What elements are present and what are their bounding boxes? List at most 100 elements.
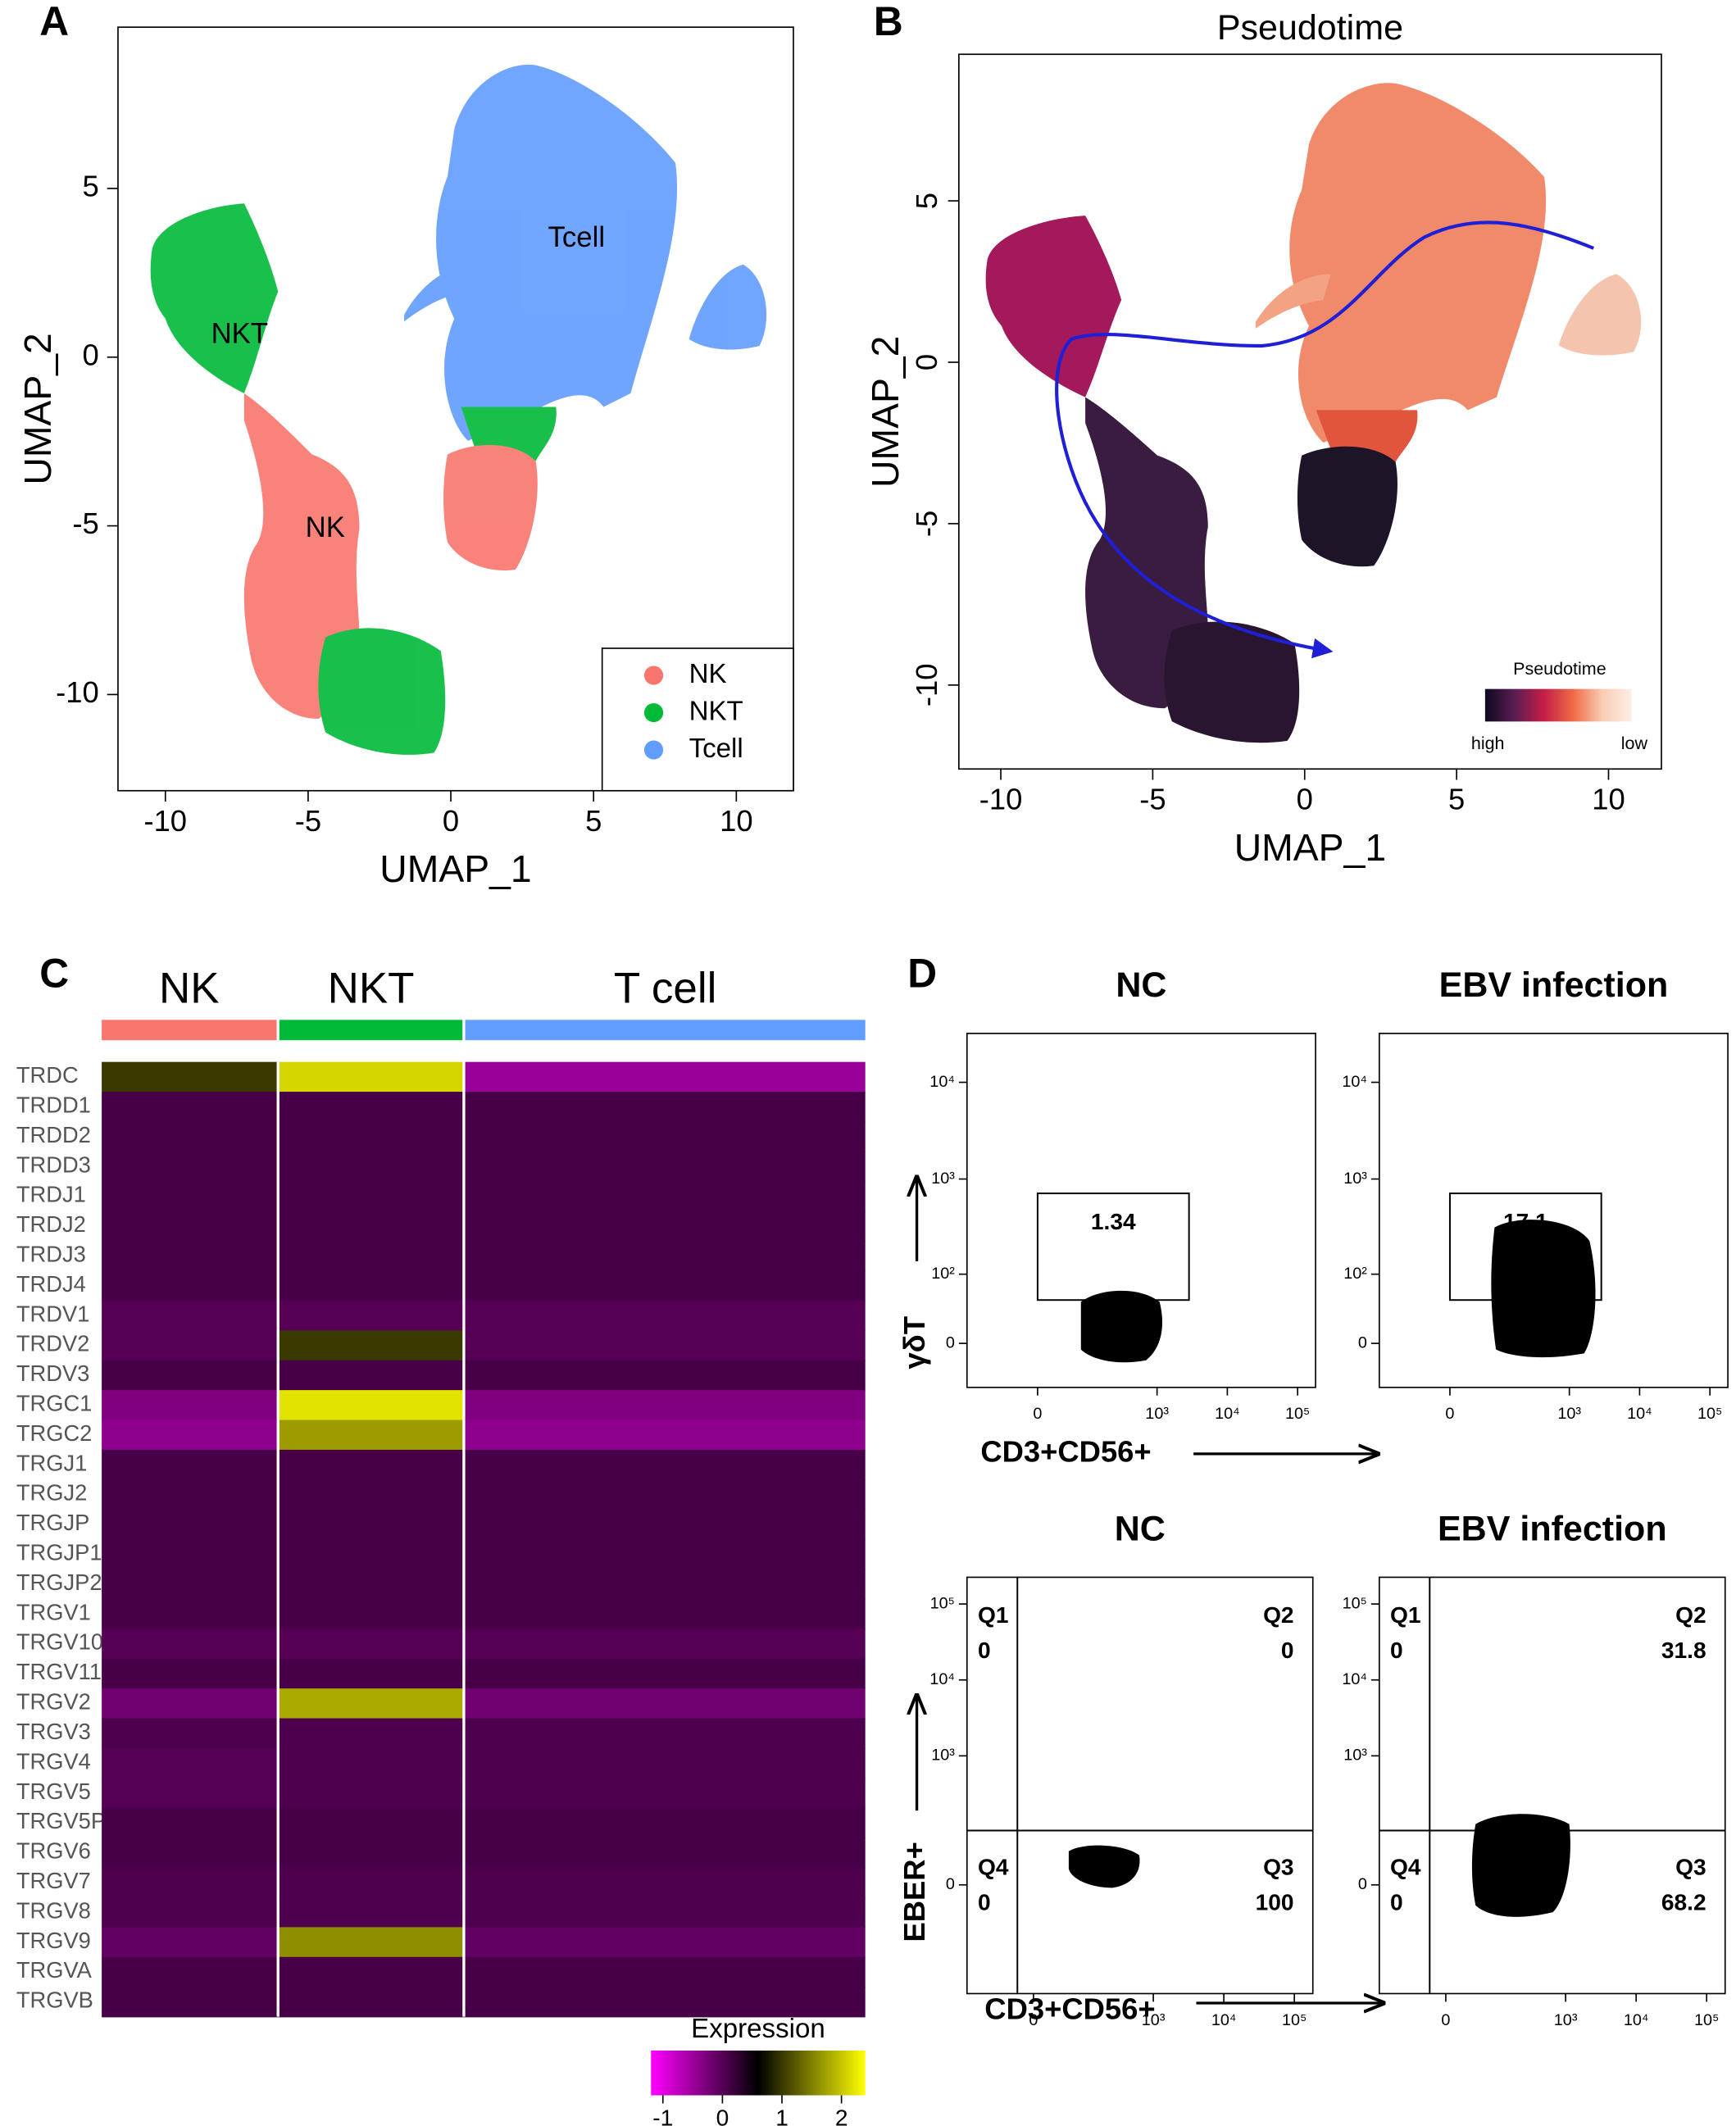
row-label: TRDV1 xyxy=(16,1301,90,1326)
heatmap-cell xyxy=(279,1479,466,1510)
panel-label: B xyxy=(874,0,903,44)
y-tick-label: 10⁴ xyxy=(929,1670,955,1688)
heatmap-cell xyxy=(465,1360,866,1391)
heatmap-cell xyxy=(465,1211,866,1242)
heatmap-cell xyxy=(279,1956,466,1988)
y-tick-label: 10² xyxy=(931,1265,955,1283)
row-label: TRGV3 xyxy=(16,1719,91,1744)
cluster xyxy=(443,444,538,571)
colorbar xyxy=(651,2050,866,2096)
y-tick-label: -10 xyxy=(56,675,99,709)
row-label: TRGC2 xyxy=(16,1420,93,1446)
quadrant-name: Q3 xyxy=(1675,1855,1706,1880)
heatmap-cell xyxy=(102,1181,279,1212)
chart-title: NC xyxy=(1116,965,1166,1005)
chart-title: EBV infection xyxy=(1439,965,1669,1005)
heatmap-cell xyxy=(102,1747,279,1779)
y-axis-label: γδT xyxy=(898,1316,931,1370)
quadrant-value: 0 xyxy=(978,1638,991,1663)
heatmap-cell xyxy=(465,1121,866,1152)
heatmap-cell xyxy=(102,1270,279,1301)
heatmap-cell xyxy=(465,1061,866,1093)
heatmap-cell xyxy=(465,1629,866,1660)
x-tick-label: 0 xyxy=(1297,783,1313,816)
heatmap-cell xyxy=(279,1360,466,1391)
legend-label: Tcell xyxy=(689,734,743,764)
x-tick-label: 10⁵ xyxy=(1282,2011,1307,2029)
heatmap-cell xyxy=(279,1509,466,1540)
quadrant-value: 0 xyxy=(1390,1890,1403,1915)
heatmap-cell xyxy=(279,1181,466,1212)
heatmap-cell xyxy=(465,1092,866,1123)
x-tick-label: 0 xyxy=(1033,1405,1042,1423)
row-label: TRDV3 xyxy=(16,1361,90,1386)
heatmap-cell xyxy=(279,1629,466,1660)
heatmap-cell xyxy=(102,1867,279,1898)
quadrant-value: 0 xyxy=(978,1890,991,1915)
heatmap-cell xyxy=(102,1121,279,1152)
heatmap-cell xyxy=(102,1479,279,1510)
x-tick-label: 10 xyxy=(1592,783,1625,816)
x-tick-label: 10⁴ xyxy=(1211,2011,1237,2029)
heatmap-cell xyxy=(465,1390,866,1421)
group-bar xyxy=(279,1020,463,1041)
row-label: TRGV1 xyxy=(16,1599,91,1624)
heatmap-cell xyxy=(279,1211,466,1242)
heatmap-cell xyxy=(465,1778,866,1809)
y-tick-label: -5 xyxy=(910,511,943,537)
x-tick-label: 10³ xyxy=(1142,2011,1166,2029)
cluster-label: Tcell xyxy=(548,222,606,253)
quadrant-value: 0 xyxy=(1281,1638,1294,1663)
heatmap-cell xyxy=(279,1330,466,1361)
row-label: TRGV2 xyxy=(16,1689,91,1715)
y-tick-label: 10³ xyxy=(1343,1747,1367,1765)
heatmap-cell xyxy=(102,1330,279,1361)
heatmap-cell xyxy=(102,1718,279,1749)
heatmap-cell xyxy=(102,1987,279,2018)
heatmap-cell xyxy=(102,1956,279,1988)
event-cloud xyxy=(1080,1290,1163,1363)
quadrant-value: 68.2 xyxy=(1661,1890,1706,1915)
y-tick-label: 10³ xyxy=(931,1747,955,1765)
row-label: TRGVA xyxy=(16,1957,93,1983)
y-tick-label: 0 xyxy=(946,1333,955,1351)
colorbar-title: Pseudotime xyxy=(1513,659,1606,679)
heatmap-cell xyxy=(102,1360,279,1391)
chart-title: Pseudotime xyxy=(1217,8,1403,48)
y-tick-label: 0 xyxy=(83,338,99,371)
cluster-label: NKT xyxy=(211,319,268,350)
row-label: TRDV2 xyxy=(16,1331,90,1356)
row-label: TRGV11 xyxy=(16,1659,102,1684)
heatmap-cell xyxy=(102,1092,279,1123)
x-tick-label: -10 xyxy=(979,783,1023,816)
heatmap-cell xyxy=(465,1838,866,1869)
heatmap-cell xyxy=(465,1598,866,1630)
heatmap-cell xyxy=(102,1658,279,1689)
legend-swatch xyxy=(643,740,664,760)
y-tick-label: 0 xyxy=(946,1875,955,1893)
heatmap-cell xyxy=(465,1420,866,1451)
cluster xyxy=(1297,446,1397,567)
group-label: NKT xyxy=(328,965,415,1013)
heatmap-cell xyxy=(102,1688,279,1719)
quadrant-name: Q1 xyxy=(1390,1602,1420,1628)
plot-frame xyxy=(117,26,794,792)
row-label: TRGVB xyxy=(16,1987,93,2013)
y-axis-label: UMAP_2 xyxy=(864,336,907,488)
x-tick-label: 10 xyxy=(720,804,752,838)
heatmap-cell xyxy=(279,1718,466,1749)
row-label: TRGJ2 xyxy=(16,1480,87,1506)
row-label: TRDD3 xyxy=(16,1152,91,1177)
cluster xyxy=(1558,274,1642,356)
heatmap-cell xyxy=(279,1747,466,1779)
row-label: TRDJ2 xyxy=(16,1211,86,1237)
quadrant-name: Q4 xyxy=(978,1855,1009,1880)
trajectory xyxy=(1055,220,1595,659)
cluster xyxy=(150,203,279,393)
heatmap-cell xyxy=(465,1539,866,1570)
legend-swatch xyxy=(643,703,664,723)
heatmap-cell xyxy=(102,1927,279,1958)
row-label: TRDD1 xyxy=(16,1092,91,1117)
heatmap-cell xyxy=(102,1241,279,1272)
